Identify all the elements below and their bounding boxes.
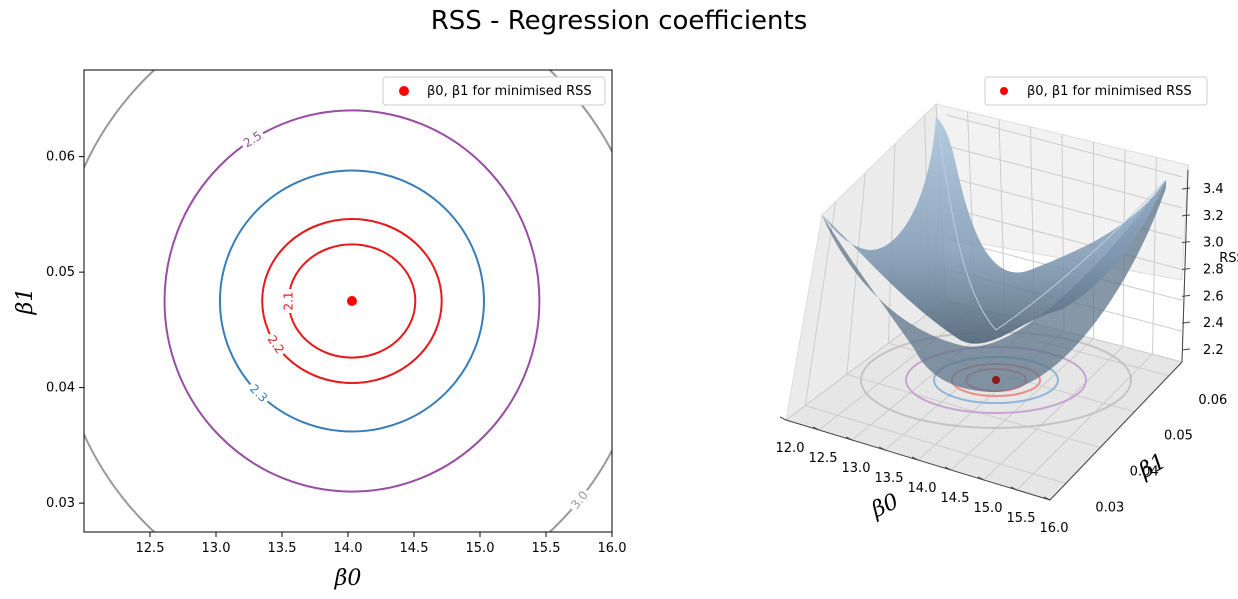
figure-title: RSS - Regression coefficients — [430, 6, 808, 36]
x-tick-label-3d: 13.0 — [842, 461, 871, 476]
contour-chart: 2.12.22.32.53.0 12.5 13.0 13.5 14.0 14.5 15.0… — [13, 69, 627, 591]
grid-line — [945, 114, 1183, 178]
contour-label-bg — [244, 379, 273, 408]
legend-box — [382, 76, 606, 106]
x-tick-label-3d: 16.0 — [1040, 521, 1069, 536]
x-tick-mark-3d — [779, 416, 787, 421]
x-tick-label-3d: 15.5 — [1007, 511, 1036, 526]
x-tick-label-3d: 12.0 — [776, 441, 805, 456]
legend-box-3d — [984, 76, 1208, 106]
grid-line — [945, 206, 1183, 270]
z-tick-mark-3d — [1181, 268, 1191, 270]
y-tick-label-3d: 0.04 — [1130, 465, 1159, 480]
contour-label-bg — [565, 485, 594, 515]
grid-line — [945, 145, 1183, 209]
surface-3d-chart: 12.0 12.5 13.0 13.5 14.0 14.5 15.0 15.5 16.0 0.03… — [776, 76, 1238, 536]
grid-line — [983, 346, 1124, 481]
x-ticks: 12.5 13.0 13.5 14.0 14.5 15.0 15.5 16.0 — [136, 532, 627, 556]
x-tick-label: 15.0 — [466, 541, 495, 556]
z-tick-label-3d: 3.4 — [1203, 182, 1224, 197]
contour-level-2.3 — [218, 169, 485, 433]
legend-marker — [399, 86, 409, 96]
x-tick-label-3d: 12.5 — [809, 451, 838, 466]
contour-level-2.2 — [261, 217, 443, 385]
surface-front — [822, 180, 1166, 392]
grid-line — [805, 405, 1066, 484]
surface-edge — [935, 116, 1167, 331]
legend-label: β0, β1 for minimised RSS — [427, 84, 592, 99]
x-tick-label: 16.0 — [598, 541, 627, 556]
x-tick-label-3d: 14.5 — [941, 491, 970, 506]
x-axis-label-3d: β0 — [867, 489, 903, 523]
y-tick-label: 0.03 — [46, 496, 75, 511]
z-tick-label-3d: 2.8 — [1203, 263, 1224, 278]
legend-label-3d: β0, β1 for minimised RSS — [1027, 84, 1192, 99]
y-axis-line — [1049, 361, 1183, 501]
y-ticks: 0.03 0.04 0.05 0.06 — [46, 150, 84, 511]
z-tick-label-3d: 2.4 — [1203, 316, 1224, 331]
x-axis-line — [785, 419, 1051, 501]
y-tick-label: 0.05 — [46, 265, 75, 280]
x-tick-label: 15.5 — [532, 541, 561, 556]
grid-line — [785, 299, 947, 421]
y-tick-label-3d: 0.06 — [1198, 393, 1227, 408]
x-tick-label: 12.5 — [136, 541, 165, 556]
z-tick-label-3d: 2.2 — [1203, 343, 1224, 358]
x-tick-label-3d: 15.0 — [974, 501, 1003, 516]
contour-label-2.1: 2.1 — [282, 291, 296, 310]
x-axis-label: β0 — [334, 566, 362, 591]
z-tick-label-3d: 2.6 — [1203, 289, 1224, 304]
x-tick-label: 13.5 — [268, 541, 297, 556]
x-tick-label: 13.0 — [202, 541, 231, 556]
z-tick-mark-3d — [1181, 187, 1191, 190]
z-axis-line — [1181, 169, 1189, 363]
x-tick-label: 14.5 — [400, 541, 429, 556]
contour-label-bg — [238, 126, 268, 153]
surface-back — [822, 117, 1166, 344]
legend: β0, β1 for minimised RSS — [382, 76, 606, 106]
grid-line — [804, 201, 837, 406]
z-tick-label-3d: 3.2 — [1203, 209, 1224, 224]
minimum-point — [346, 296, 357, 306]
z-tick-mark-3d — [1181, 214, 1191, 217]
z-tick-mark-3d — [1181, 348, 1191, 351]
grid-line — [846, 373, 1101, 449]
contour-label-bg — [280, 289, 297, 313]
y-tick-label-3d: 0.05 — [1164, 429, 1193, 444]
y-tick-label: 0.04 — [46, 381, 75, 396]
y-tick-label-3d: 0.03 — [1095, 500, 1124, 515]
x-tick-label-3d: 13.5 — [875, 471, 904, 486]
contour-label-bg — [262, 330, 290, 359]
contour-level-2.5 — [163, 109, 541, 493]
y-tick-label: 0.06 — [46, 150, 75, 165]
z-tick-mark-3d — [1181, 294, 1191, 297]
z-tick-label-3d: 3.0 — [1203, 236, 1224, 251]
x-tick-label-3d: 14.0 — [908, 481, 937, 496]
contour-labels: 2.12.22.32.53.0 — [238, 126, 594, 515]
legend-marker-3d — [1000, 87, 1008, 95]
legend-3d: β0, β1 for minimised RSS — [984, 76, 1208, 106]
z-axis-label-3d: RSS — [1219, 251, 1238, 266]
ticks-3d: 12.0 12.5 13.0 13.5 14.0 14.5 15.0 15.5 16.0 0.03… — [776, 169, 1227, 536]
y-axis-label: β1 — [13, 288, 38, 316]
x-tick-label: 14.0 — [334, 541, 363, 556]
minimum-point-3d — [992, 376, 1000, 384]
grid-line — [846, 172, 866, 375]
